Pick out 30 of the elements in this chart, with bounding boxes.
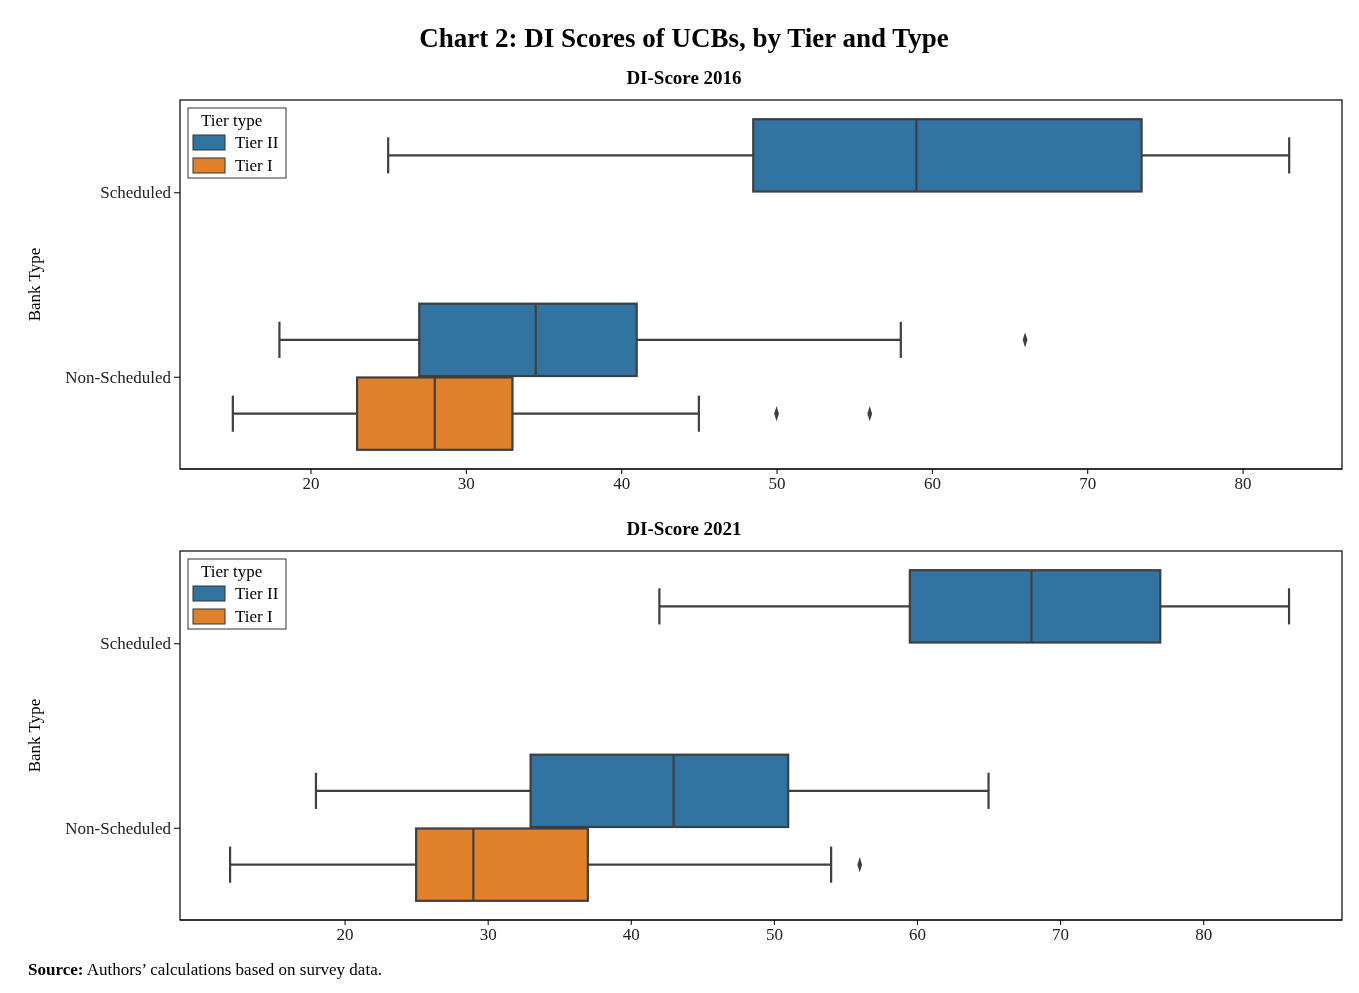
x-tick-label: 30 — [479, 925, 497, 945]
legend-label: Tier II — [235, 133, 279, 152]
y-tick-label: Scheduled — [100, 183, 172, 203]
x-tick-label: 80 — [1234, 474, 1252, 494]
x-tick-label: 70 — [1052, 925, 1070, 945]
chart-subtitle: DI-Score 2016 — [626, 67, 742, 88]
legend-title: Tier type — [201, 111, 263, 130]
source-note: Source: Authors’ calculations based on survey data. — [28, 960, 382, 979]
x-tick-label: 50 — [768, 474, 786, 494]
chart-title: DI-Score 2021 — [626, 518, 742, 539]
legend-label: Tier I — [235, 607, 273, 626]
x-tick-label: 80 — [1195, 925, 1213, 945]
legend-label: Tier I — [235, 156, 273, 175]
x-tick-label: 60 — [923, 474, 941, 494]
x-tick-label: 70 — [1079, 474, 1097, 494]
y-tick-label: Scheduled — [100, 634, 172, 654]
x-tick-label: 20 — [336, 925, 354, 945]
x-tick-label: 40 — [613, 474, 631, 494]
y-axis-title: Bank Type — [25, 698, 44, 773]
chart-title: Chart 2: DI Scores of UCBs, by Tier and Type — [419, 23, 949, 53]
x-tick-label: 60 — [908, 925, 926, 945]
x-tick-label: 40 — [622, 925, 640, 945]
legend-label: Tier II — [235, 584, 279, 603]
y-tick-label: Non-Scheduled — [65, 367, 172, 387]
y-axis-title: Bank Type — [25, 247, 44, 322]
x-tick-label: 50 — [765, 925, 783, 945]
x-tick-label: 20 — [302, 474, 320, 494]
x-tick-label: 30 — [457, 474, 475, 494]
legend-title: Tier type — [201, 562, 263, 581]
y-tick-label: Non-Scheduled — [65, 818, 172, 838]
